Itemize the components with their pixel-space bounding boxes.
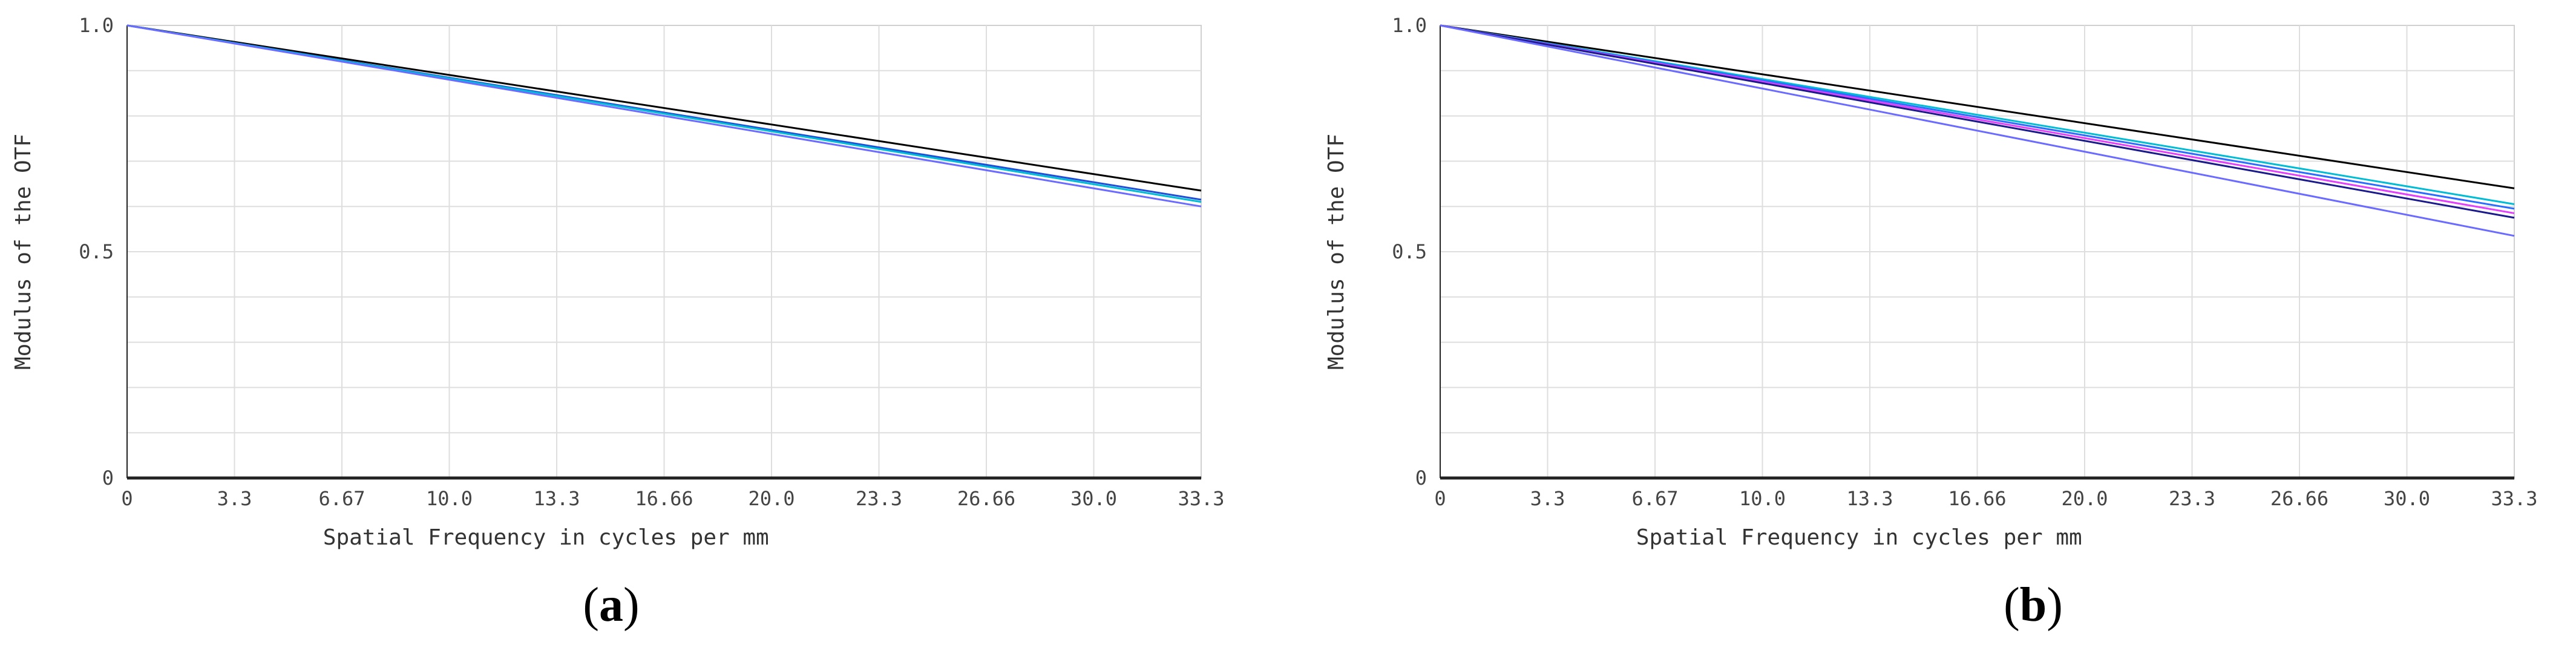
y-tick-label: 0.5 bbox=[79, 240, 114, 263]
x-tick-label: 20.0 bbox=[748, 487, 795, 510]
x-tick-label: 16.66 bbox=[635, 487, 693, 510]
x-tick-label: 10.0 bbox=[1739, 487, 1786, 510]
x-tick-label: 0 bbox=[121, 487, 133, 510]
x-axis-label: Spatial Frequency in cycles per mm bbox=[1636, 525, 2082, 550]
x-tick-label: 13.3 bbox=[1846, 487, 1893, 510]
x-tick-label: 23.3 bbox=[856, 487, 902, 510]
x-tick-label: 16.66 bbox=[1948, 487, 2006, 510]
x-axis-label: Spatial Frequency in cycles per mm bbox=[323, 525, 769, 550]
x-tick-label: 13.3 bbox=[533, 487, 580, 510]
x-tick-label: 30.0 bbox=[2384, 487, 2430, 510]
otf-chart-a: 0 3.3 6.67 10.0 13.3 16.66 20.0 23.3 26.66 30.0 33… bbox=[11, 14, 1225, 550]
x-tick-label: 33.3 bbox=[2491, 487, 2537, 510]
y-axis-label: Modulus of the OTF bbox=[1324, 134, 1349, 370]
x-tick-label: 6.67 bbox=[318, 487, 365, 510]
chart-panel-b: 0 3.3 6.67 10.0 13.3 16.66 20.0 23.3 26.66 30.0 33… bbox=[1313, 0, 2576, 645]
y-tick-label: 1.0 bbox=[1392, 14, 1427, 37]
x-tick-label: 26.66 bbox=[2270, 487, 2329, 510]
x-tick-label: 6.67 bbox=[1631, 487, 1678, 510]
x-tick-label: 23.3 bbox=[2169, 487, 2215, 510]
series-line bbox=[126, 24, 1202, 192]
y-tick-label: 0.5 bbox=[1392, 240, 1427, 263]
x-tick-label: 33.3 bbox=[1178, 487, 1224, 510]
otf-chart-b: 0 3.3 6.67 10.0 13.3 16.66 20.0 23.3 26.66 30.0 33… bbox=[1324, 14, 2538, 550]
y-tick-label: 0 bbox=[102, 467, 114, 489]
y-axis-label: Modulus of the OTF bbox=[11, 134, 36, 370]
panel-label-b: b bbox=[2019, 578, 2047, 632]
series-line bbox=[1440, 24, 2515, 189]
x-tick-label: 3.3 bbox=[1530, 487, 1565, 510]
x-tick-label: 0 bbox=[1434, 487, 1446, 510]
series-line bbox=[1440, 24, 2515, 237]
y-tick-label: 0 bbox=[1415, 467, 1427, 489]
series-line bbox=[1440, 24, 2515, 219]
panel-caption-a: (a) bbox=[583, 578, 640, 632]
x-tick-label: 26.66 bbox=[957, 487, 1015, 510]
x-tick-label: 20.0 bbox=[2061, 487, 2108, 510]
x-tick-label: 10.0 bbox=[426, 487, 473, 510]
x-tick-label: 30.0 bbox=[1070, 487, 1117, 510]
y-tick-label: 1.0 bbox=[79, 14, 114, 37]
x-tick-label: 3.3 bbox=[217, 487, 252, 510]
series-line bbox=[126, 24, 1202, 208]
panel-caption-b: (b) bbox=[2004, 578, 2063, 632]
panel-label-a: a bbox=[599, 578, 623, 632]
chart-panel-a: 0 3.3 6.67 10.0 13.3 16.66 20.0 23.3 26.66 30.0 33… bbox=[0, 0, 1271, 645]
